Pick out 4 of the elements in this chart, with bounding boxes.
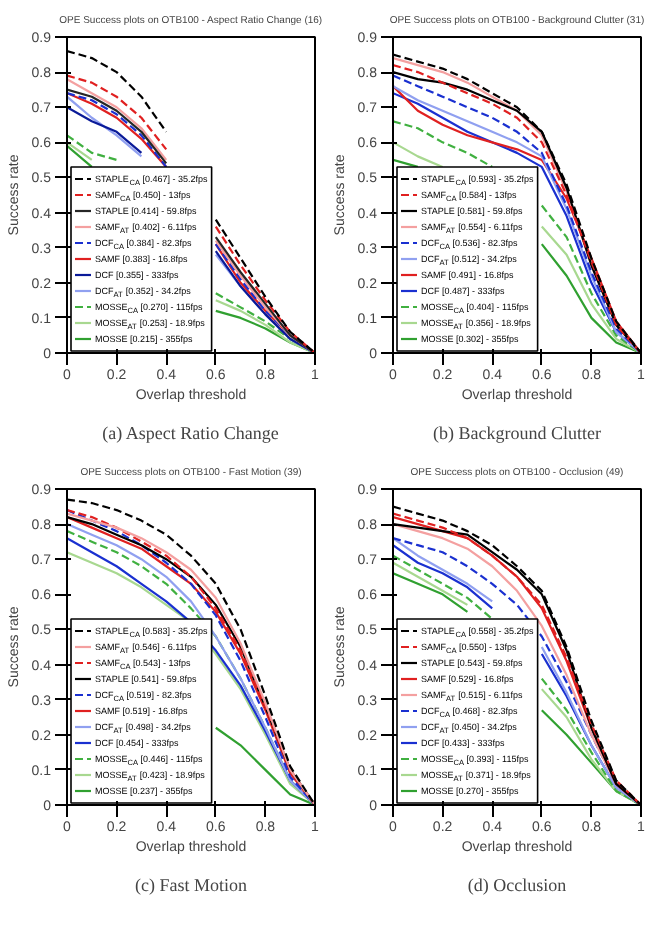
text: (c) Fast Motion [135,875,248,895]
text: (d) Occlusion [467,875,568,895]
text: (b) Background Clutter [433,423,601,443]
text: (a) Aspect Ratio Change [102,423,279,443]
